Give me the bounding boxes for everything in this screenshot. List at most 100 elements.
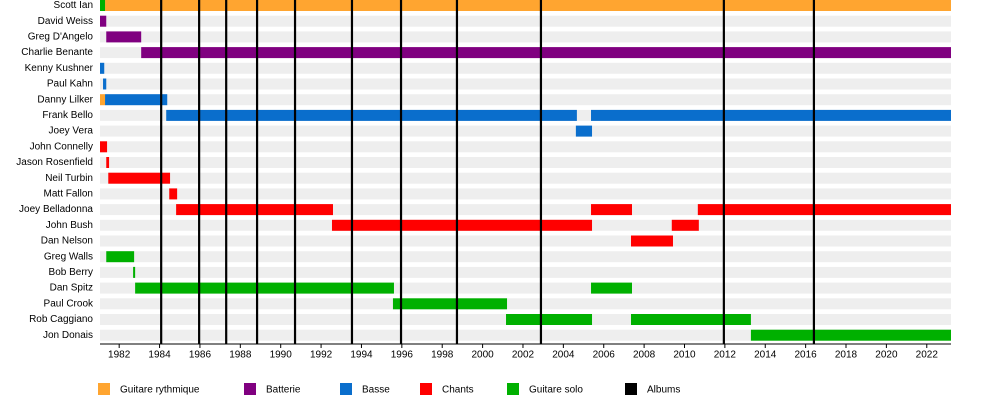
member-label: Dan Spitz [50, 283, 93, 294]
legend-swatch [98, 383, 110, 395]
role-bar [506, 314, 593, 325]
member-label: Paul Crook [44, 298, 94, 309]
x-tick-label: 1984 [148, 350, 171, 361]
member-label: Kenny Kushner [25, 63, 94, 74]
x-tick-label: 1990 [270, 350, 293, 361]
row-stripe [100, 94, 951, 106]
row-stripe [100, 188, 951, 200]
role-bar [105, 0, 952, 11]
role-bar [591, 204, 633, 216]
row-stripe [100, 125, 951, 137]
x-tick-label: 2014 [754, 350, 777, 361]
member-label: Jason Rosenfield [16, 157, 93, 168]
role-bar [108, 172, 171, 184]
role-bar [105, 94, 168, 106]
x-tick-label: 1994 [350, 350, 373, 361]
row-stripe [100, 329, 951, 341]
member-label: John Connelly [30, 141, 93, 152]
member-label: Frank Bello [42, 110, 93, 121]
member-label: David Weiss [38, 16, 93, 27]
row-stripe [100, 31, 951, 43]
row-stripe [100, 266, 951, 278]
role-bar [106, 251, 135, 263]
role-bar [750, 329, 951, 341]
legend-swatch [340, 383, 352, 395]
legend-label: Batterie [266, 385, 301, 396]
role-bar [671, 219, 699, 231]
member-label: John Bush [46, 220, 93, 231]
legend-swatch [507, 383, 519, 395]
role-bar [100, 0, 106, 11]
role-bar [575, 125, 593, 137]
member-label: Jon Donais [43, 330, 93, 341]
role-bar [392, 298, 508, 310]
member-label: Greg Walls [44, 251, 93, 262]
role-bar [166, 109, 577, 121]
role-bar [103, 78, 107, 90]
member-label: Matt Fallon [44, 189, 93, 200]
role-bar [169, 188, 178, 200]
row-stripe [100, 298, 951, 310]
role-bar [100, 62, 105, 74]
role-bar [100, 15, 107, 27]
row-stripe [100, 235, 951, 247]
x-tick-label: 2008 [633, 350, 656, 361]
legend-label: Guitare solo [529, 385, 583, 396]
row-stripe [100, 282, 951, 294]
x-tick-label: 2006 [593, 350, 616, 361]
member-label: Charlie Benante [21, 47, 93, 58]
role-bar [176, 204, 333, 216]
member-label: Rob Caggiano [29, 314, 93, 325]
member-label: Joey Belladonna [19, 204, 93, 215]
role-bar [133, 266, 136, 278]
row-stripe [100, 78, 951, 90]
row-stripe [100, 15, 951, 27]
x-tick-label: 2016 [795, 350, 818, 361]
x-tick-label: 2002 [512, 350, 535, 361]
role-bar [135, 282, 394, 294]
member-label: Joey Vera [49, 126, 94, 137]
x-tick-label: 2020 [875, 350, 898, 361]
row-stripe [100, 172, 951, 184]
role-bar [591, 109, 951, 121]
x-tick-label: 1992 [310, 350, 333, 361]
row-stripe [100, 141, 951, 153]
x-tick-label: 1982 [108, 350, 131, 361]
member-label: Scott Ian [54, 0, 93, 11]
role-bar [100, 94, 106, 106]
x-tick-label: 2012 [714, 350, 737, 361]
member-label: Danny Lilker [37, 94, 93, 105]
x-tick-label: 2010 [673, 350, 696, 361]
role-bar [630, 235, 673, 247]
legend-label: Albums [647, 385, 680, 396]
legend-swatch [625, 383, 637, 395]
member-label: Neil Turbin [45, 173, 93, 184]
x-tick-label: 1988 [229, 350, 252, 361]
role-bar [630, 314, 751, 325]
legend-label: Basse [362, 385, 390, 396]
role-bar [591, 282, 633, 294]
row-stripe [100, 157, 951, 168]
x-tick-label: 1998 [431, 350, 454, 361]
legend-label: Guitare rythmique [120, 385, 200, 396]
row-stripe [100, 204, 951, 216]
role-bar [106, 31, 142, 43]
row-stripe [100, 62, 951, 74]
legend-swatch [420, 383, 432, 395]
member-label: Bob Berry [49, 267, 93, 278]
x-tick-label: 1986 [189, 350, 212, 361]
legend-label: Chants [442, 385, 474, 396]
x-tick-label: 2018 [835, 350, 858, 361]
member-label: Paul Kahn [47, 79, 93, 90]
member-label: Greg D'Angelo [28, 32, 94, 43]
role-bar [331, 219, 593, 231]
x-tick-label: 2004 [552, 350, 575, 361]
row-stripe [100, 251, 951, 263]
x-tick-label: 2000 [471, 350, 494, 361]
member-label: Dan Nelson [41, 236, 93, 247]
role-bar [100, 141, 108, 153]
x-tick-label: 1996 [391, 350, 414, 361]
x-tick-label: 2022 [916, 350, 939, 361]
role-bar [106, 157, 110, 168]
